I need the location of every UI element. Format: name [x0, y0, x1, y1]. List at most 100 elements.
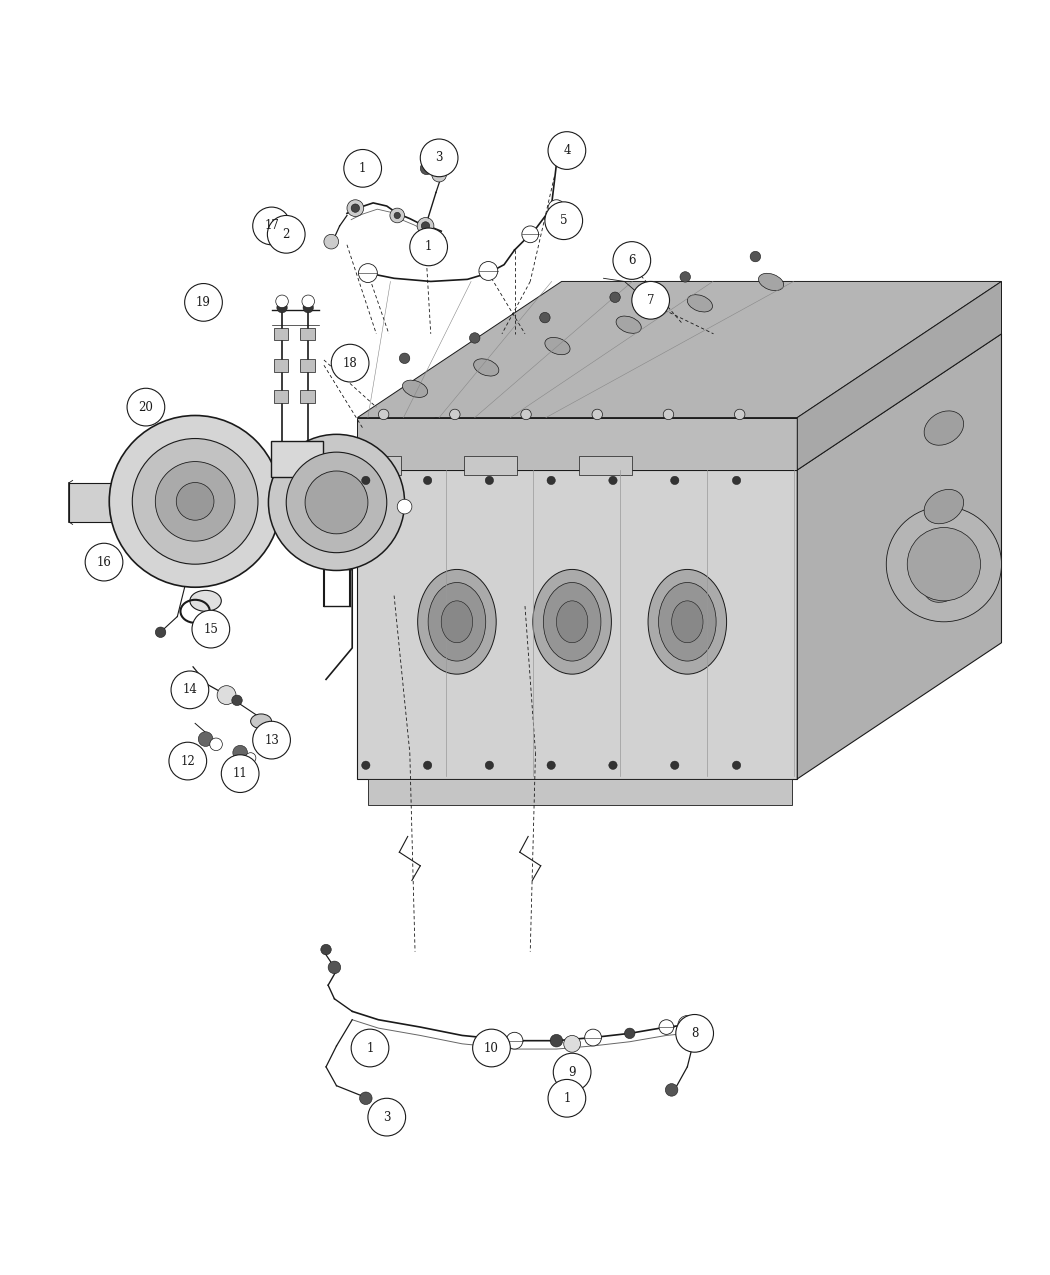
Text: 12: 12 — [181, 755, 195, 768]
Text: 1: 1 — [366, 1042, 374, 1054]
Circle shape — [331, 344, 369, 382]
Ellipse shape — [616, 316, 642, 333]
Circle shape — [417, 218, 434, 235]
Circle shape — [169, 742, 207, 780]
Circle shape — [664, 409, 674, 419]
Circle shape — [361, 761, 370, 769]
Circle shape — [302, 295, 315, 307]
Circle shape — [732, 477, 740, 485]
Text: 10: 10 — [484, 1042, 499, 1054]
Circle shape — [666, 1084, 678, 1096]
Circle shape — [343, 149, 381, 187]
Bar — [271, 441, 323, 477]
Text: 18: 18 — [342, 357, 357, 370]
Text: 1: 1 — [563, 1091, 570, 1104]
Circle shape — [192, 611, 230, 648]
Circle shape — [253, 207, 291, 245]
Circle shape — [222, 755, 259, 793]
Text: 8: 8 — [691, 1026, 698, 1040]
Text: 2: 2 — [282, 228, 290, 241]
Ellipse shape — [924, 567, 964, 602]
Circle shape — [548, 200, 565, 217]
Circle shape — [671, 761, 679, 769]
Bar — [274, 360, 289, 371]
Circle shape — [85, 543, 123, 581]
Circle shape — [287, 453, 386, 552]
Circle shape — [432, 167, 446, 182]
Circle shape — [210, 738, 223, 751]
Polygon shape — [357, 282, 1002, 418]
Ellipse shape — [474, 358, 499, 376]
Circle shape — [592, 409, 603, 419]
Circle shape — [420, 162, 433, 175]
Circle shape — [423, 761, 432, 769]
Ellipse shape — [543, 583, 601, 660]
Circle shape — [485, 761, 494, 769]
Polygon shape — [797, 282, 1002, 470]
Circle shape — [268, 215, 306, 254]
Ellipse shape — [924, 490, 964, 524]
Ellipse shape — [924, 411, 964, 445]
Circle shape — [399, 353, 410, 363]
Polygon shape — [357, 470, 797, 779]
Circle shape — [155, 627, 166, 638]
Circle shape — [472, 1029, 510, 1067]
Circle shape — [171, 671, 209, 709]
Circle shape — [545, 201, 583, 240]
Circle shape — [548, 1080, 586, 1117]
Circle shape — [421, 222, 429, 230]
Circle shape — [410, 228, 447, 265]
Text: 3: 3 — [436, 152, 443, 164]
Circle shape — [253, 722, 291, 759]
Circle shape — [886, 506, 1002, 622]
Ellipse shape — [402, 380, 427, 398]
Circle shape — [423, 477, 432, 485]
Text: 4: 4 — [563, 144, 570, 157]
Circle shape — [127, 389, 165, 426]
Text: 1: 1 — [359, 162, 366, 175]
Text: 11: 11 — [233, 768, 248, 780]
Polygon shape — [797, 334, 1002, 779]
Circle shape — [390, 208, 404, 223]
Circle shape — [351, 1029, 388, 1067]
Text: 9: 9 — [568, 1066, 575, 1079]
Text: 1: 1 — [425, 241, 433, 254]
Circle shape — [540, 312, 550, 323]
Circle shape — [550, 1034, 563, 1047]
Bar — [69, 482, 120, 523]
Circle shape — [321, 945, 331, 955]
Circle shape — [109, 416, 281, 588]
Circle shape — [351, 204, 359, 213]
Circle shape — [553, 1053, 591, 1091]
Circle shape — [521, 409, 531, 419]
Circle shape — [185, 283, 223, 321]
Text: 6: 6 — [628, 254, 635, 266]
Circle shape — [394, 213, 400, 218]
Circle shape — [734, 409, 744, 419]
Circle shape — [485, 477, 494, 485]
Text: 7: 7 — [647, 293, 654, 307]
Circle shape — [198, 732, 213, 746]
Bar — [300, 390, 315, 403]
Circle shape — [609, 761, 617, 769]
Circle shape — [613, 242, 651, 279]
Circle shape — [132, 439, 258, 565]
Circle shape — [277, 302, 288, 312]
Ellipse shape — [428, 583, 486, 660]
Ellipse shape — [556, 601, 588, 643]
Circle shape — [233, 746, 248, 760]
Text: 15: 15 — [204, 622, 218, 636]
Circle shape — [324, 235, 338, 249]
Circle shape — [351, 158, 363, 171]
Circle shape — [306, 470, 367, 534]
Ellipse shape — [688, 295, 713, 312]
Circle shape — [155, 462, 235, 541]
Bar — [349, 456, 401, 476]
Circle shape — [303, 302, 314, 312]
Bar — [300, 360, 315, 371]
Bar — [300, 328, 315, 340]
Ellipse shape — [545, 338, 570, 354]
Text: 3: 3 — [383, 1111, 391, 1123]
Circle shape — [680, 272, 691, 282]
Circle shape — [547, 761, 555, 769]
